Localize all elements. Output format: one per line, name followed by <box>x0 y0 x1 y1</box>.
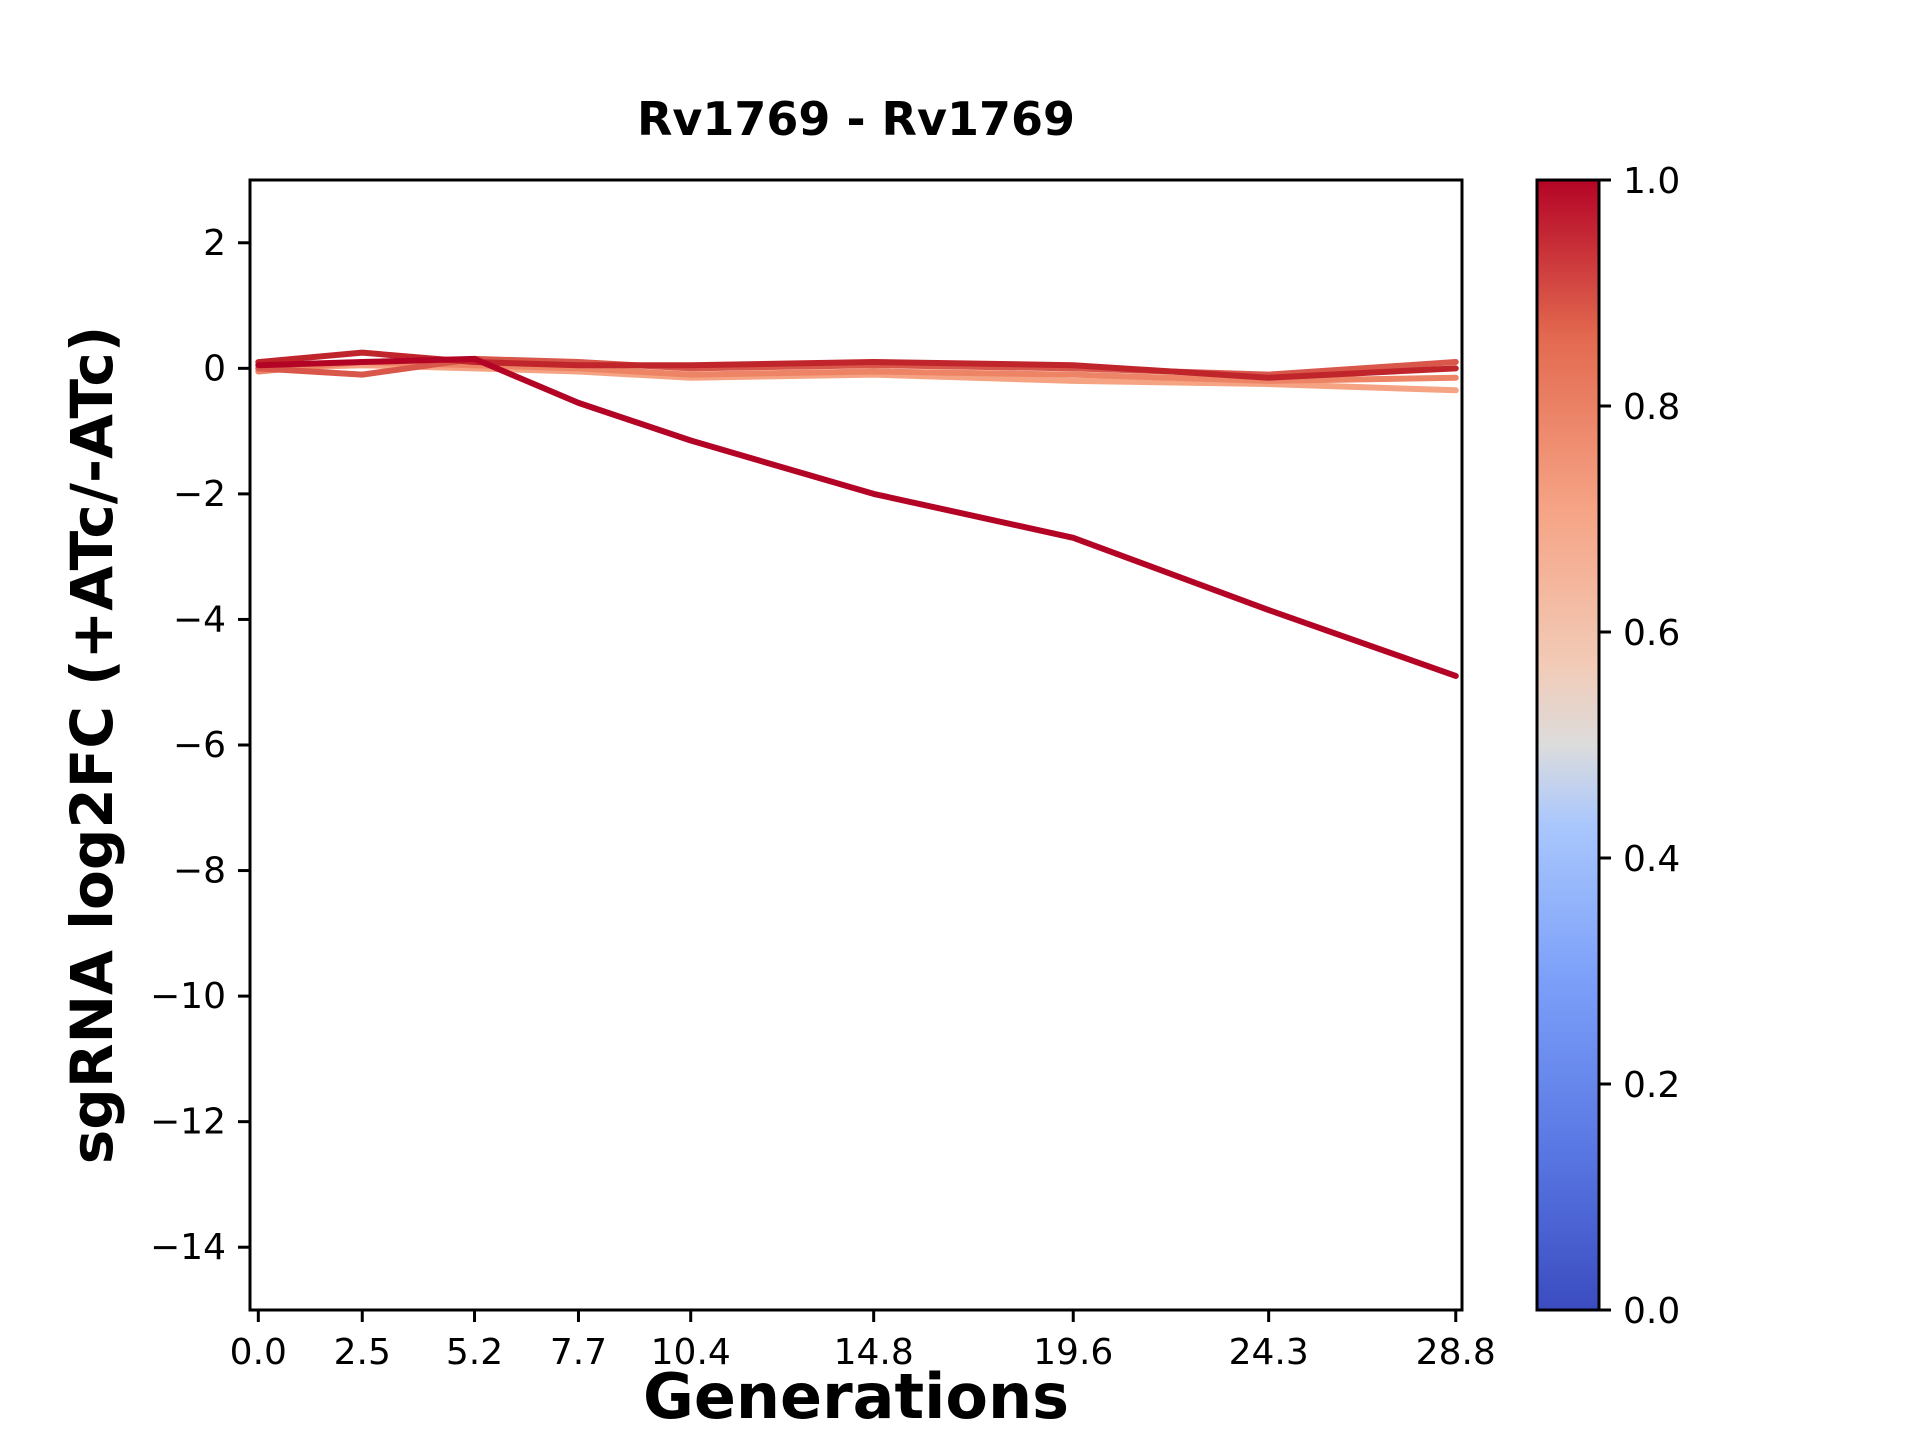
series-line <box>255 349 1459 381</box>
series-group <box>255 349 1459 679</box>
colorbar-tick-label: 0.2 <box>1623 1065 1680 1106</box>
plot-border <box>248 178 1464 1312</box>
x-tick-label: 28.8 <box>1416 1332 1496 1373</box>
series-line <box>255 362 1459 394</box>
x-tick-label: 7.7 <box>550 1332 607 1373</box>
colorbar-tick-label: 0.0 <box>1623 1291 1680 1332</box>
colorbar-tick-label: 0.8 <box>1623 387 1680 428</box>
y-tick-label: −6 <box>173 725 226 766</box>
colorbar <box>1535 178 1601 1312</box>
y-tick-label: −4 <box>173 599 226 640</box>
x-tick-label: 14.8 <box>834 1332 914 1373</box>
chart-title: Rv1769 - Rv1769 <box>637 92 1075 146</box>
x-axis-label: Generations <box>642 1360 1070 1433</box>
y-tick-label: −12 <box>150 1102 226 1143</box>
colorbar-tick-label: 0.6 <box>1623 613 1680 654</box>
y-tick-label: −2 <box>173 474 226 515</box>
colorbar-tick-label: 0.4 <box>1623 839 1680 880</box>
x-tick-label: 24.3 <box>1229 1332 1309 1373</box>
y-tick-label: 2 <box>203 223 226 264</box>
x-tick-label: 10.4 <box>651 1332 731 1373</box>
y-tick-label: −10 <box>150 976 226 1017</box>
y-tick-label: −14 <box>150 1227 226 1268</box>
y-tick-label: −8 <box>173 851 226 892</box>
colorbar-tick-label: 1.0 <box>1623 161 1680 202</box>
y-tick-label: 0 <box>203 348 226 389</box>
x-tick-label: 19.6 <box>1033 1332 1113 1373</box>
series-line <box>255 355 1459 679</box>
x-tick-label: 2.5 <box>334 1332 391 1373</box>
x-tick-label: 5.2 <box>446 1332 503 1373</box>
x-tick-label: 0.0 <box>230 1332 287 1373</box>
